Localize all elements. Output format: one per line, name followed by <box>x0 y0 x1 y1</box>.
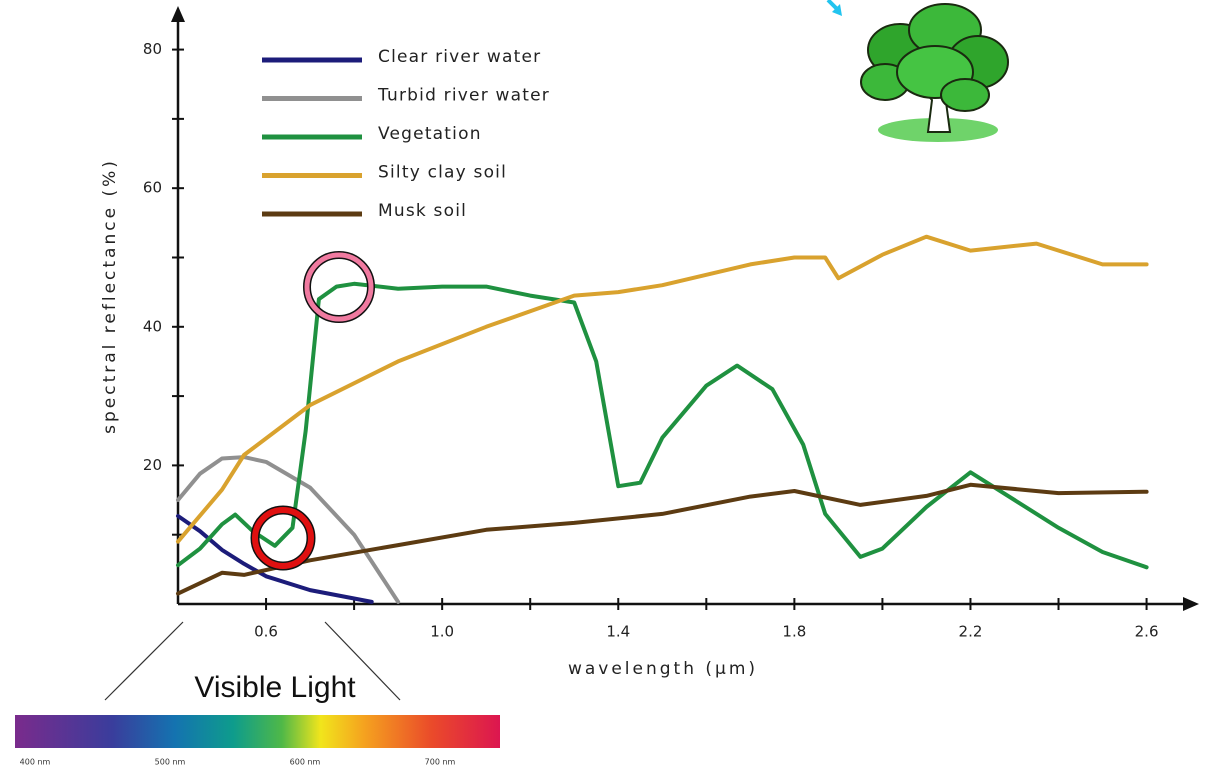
bracket-line <box>104 621 184 701</box>
legend-label: Silty clay soil <box>378 163 507 183</box>
pointer-arrow-head <box>832 4 842 16</box>
highlight-circle <box>252 507 314 569</box>
bracket-line <box>324 621 401 701</box>
legend-label: Musk soil <box>378 201 467 221</box>
spectrum-label: 700 nm <box>425 758 456 767</box>
x-axis-label: wavelength (µm) <box>568 659 758 679</box>
spectrum-bar <box>15 715 500 748</box>
series-line <box>176 514 374 604</box>
series-line <box>176 455 401 604</box>
spectrum-ticks: 400 nm 500 nm 600 nm 700 nm <box>20 758 456 767</box>
series-line <box>176 234 1149 544</box>
y-tick-label: 20 <box>143 456 162 474</box>
y-tick-label: 40 <box>143 317 162 335</box>
plot-area: 0.6 1.0 1.4 1.8 2.2 2.6 20 40 60 80 Clear river wa… <box>143 6 1199 641</box>
series-line <box>176 482 1149 596</box>
highlight-circle <box>304 252 374 322</box>
y-tick-label: 80 <box>143 40 162 58</box>
y-axis-arrow <box>171 6 185 22</box>
x-tick-label: 2.6 <box>1135 623 1159 641</box>
series-line <box>176 281 1149 570</box>
x-tick-label: 2.2 <box>959 623 983 641</box>
x-tick-label: 1.8 <box>782 623 806 641</box>
legend-label: Vegetation <box>378 124 482 144</box>
tree-icon <box>860 3 1009 142</box>
spectrum-label: 600 nm <box>290 758 321 767</box>
y-axis-label: spectral reflectance (%) <box>100 158 120 434</box>
legend-label: Turbid river water <box>377 86 550 106</box>
x-tick-label: 1.4 <box>606 623 630 641</box>
spectrum-label: 500 nm <box>155 758 186 767</box>
x-axis-arrow <box>1183 597 1199 611</box>
x-tick-label: 1.0 <box>430 623 454 641</box>
y-tick-label: 60 <box>143 179 162 197</box>
legend-label: Clear river water <box>378 47 541 67</box>
annotation: Visible Light <box>194 671 356 704</box>
spectrum-label: 400 nm <box>20 758 51 767</box>
x-tick-label: 0.6 <box>254 623 278 641</box>
